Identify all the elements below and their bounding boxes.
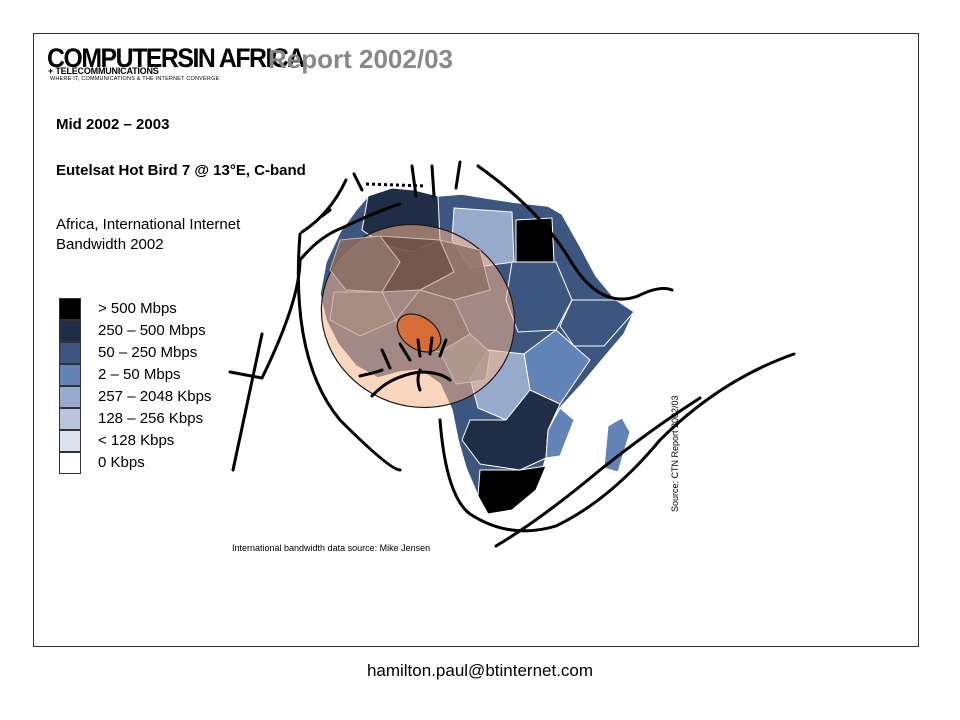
legend-label: 0 Kbps	[98, 454, 145, 471]
legend-row: 0 Kbps	[59, 452, 319, 474]
legend-row: 250 – 500 Mbps	[59, 320, 319, 342]
region-mozambique	[545, 407, 575, 459]
legend-row: 128 – 256 Kbps	[59, 408, 319, 430]
legend-row: 50 – 250 Mbps	[59, 342, 319, 364]
period-heading: Mid 2002 – 2003	[56, 116, 170, 133]
west-africa-countries	[329, 235, 491, 385]
legend-label: 128 – 256 Kbps	[98, 410, 204, 427]
legend-row: 257 – 2048 Kbps	[59, 386, 319, 408]
legend-swatch	[59, 342, 81, 364]
report-title: Report 2002/03	[268, 44, 453, 74]
legend-label: < 128 Kbps	[98, 432, 175, 449]
publication-logo: COMPUTERSIN AFRICA + TELECOMMUNICATIONS …	[47, 44, 305, 84]
region-horn	[559, 299, 635, 347]
legend-row: < 128 Kbps	[59, 430, 319, 452]
region-south-africa	[477, 465, 547, 515]
data-source-credit: International bandwidth data source: Mik…	[232, 543, 431, 553]
legend-swatch	[59, 364, 81, 386]
legend-swatch	[59, 298, 81, 320]
region-egypt	[515, 217, 555, 263]
contact-email[interactable]: hamilton.paul@btinternet.com	[366, 661, 594, 680]
legend-label: 257 – 2048 Kbps	[98, 388, 212, 405]
logo-subtitle: + TELECOMMUNICATIONS	[48, 66, 161, 76]
legend-swatch	[59, 386, 81, 408]
logo-tagline: WHERE IT, COMMUNICATIONS & THE INTERNET …	[50, 76, 220, 82]
report-source-note: Source: CTN Report 2002/03	[670, 395, 680, 512]
legend-row: 2 – 50 Mbps	[59, 364, 319, 386]
legend-swatch	[59, 452, 81, 474]
map-subtitle: Africa, International Internet Bandwidth…	[56, 216, 241, 253]
undersea-cables	[228, 160, 796, 548]
legend-label: 250 – 500 Mbps	[98, 322, 206, 339]
spot-beam	[396, 313, 442, 353]
legend-label: 2 – 50 Mbps	[98, 366, 181, 383]
dotted-link	[365, 182, 427, 188]
legend-label: 50 – 250 Mbps	[98, 344, 198, 361]
legend-label: > 500 Mbps	[98, 300, 177, 317]
satellite-heading: Eutelsat Hot Bird 7 @ 13°E, C-band	[56, 162, 306, 179]
legend-swatch	[59, 408, 81, 430]
legend-swatch	[59, 320, 81, 342]
legend-row: > 500 Mbps	[59, 298, 319, 320]
legend-swatch	[59, 430, 81, 452]
